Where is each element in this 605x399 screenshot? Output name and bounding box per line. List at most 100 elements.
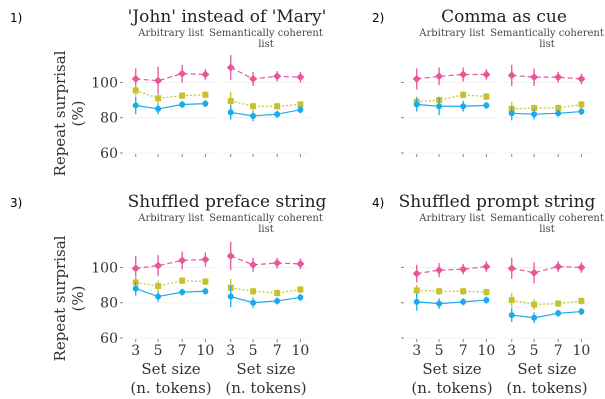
panel-title: 'John' instead of 'Mary' [128, 7, 327, 27]
y-axis-label: Repeat surprisal [51, 50, 69, 176]
data-point [483, 102, 490, 109]
data-point [555, 310, 562, 317]
y-tick-label: 60 [100, 331, 118, 347]
data-point [132, 87, 139, 94]
data-point [202, 100, 209, 107]
data-point [578, 101, 585, 108]
x-tick-label: 7 [554, 343, 563, 359]
data-point [577, 263, 586, 272]
subpanel-label: Arbitrary list [418, 28, 485, 39]
x-tick-label: 7 [273, 343, 282, 359]
data-point [296, 73, 305, 82]
data-point [132, 285, 139, 292]
data-point [436, 103, 443, 110]
x-tick-label: 5 [249, 343, 258, 359]
series-line [230, 66, 301, 80]
data-point [249, 260, 258, 269]
x-axis-label-unit: (n. tokens) [411, 379, 492, 397]
data-point [227, 97, 234, 104]
data-point [507, 71, 516, 80]
data-point [555, 105, 562, 112]
series-line [135, 280, 206, 287]
y-tick-label: 100 [91, 75, 118, 91]
data-point [250, 299, 257, 306]
data-point [531, 111, 538, 118]
subpanel-label: Semantically coherent [209, 28, 323, 39]
data-point [227, 293, 234, 300]
data-point [459, 265, 468, 274]
subpanel-label-cont: list [258, 39, 274, 50]
series-line [135, 288, 206, 298]
data-point [554, 73, 563, 82]
x-tick-label: 7 [178, 343, 187, 359]
data-point [412, 269, 421, 278]
x-axis-label-unit: (n. tokens) [506, 379, 587, 397]
data-point [179, 277, 186, 284]
subpanel-label: Arbitrary list [418, 213, 485, 224]
data-point [555, 300, 562, 307]
data-point [297, 101, 304, 108]
series-line [230, 100, 301, 107]
data-point [459, 70, 468, 79]
series-line [230, 287, 301, 294]
subpanel-arbitrary: Arbitrary list [128, 28, 214, 157]
data-point [578, 308, 585, 315]
data-point [482, 262, 491, 271]
panel-number: 2) [372, 11, 384, 25]
panel-title: Shuffled prompt string [399, 192, 596, 212]
series-line [511, 103, 582, 110]
y-tick-label: 100 [91, 260, 118, 276]
x-tick-label: 3 [131, 343, 140, 359]
data-point [273, 72, 282, 81]
data-point [483, 93, 490, 100]
data-point [274, 290, 281, 297]
data-point [155, 282, 162, 289]
subpanel-label-cont: list [539, 39, 555, 50]
data-point [296, 259, 305, 268]
subpanel-arbitrary: Arbitrary list [409, 28, 495, 157]
x-axis-label-unit: (n. tokens) [225, 379, 306, 397]
data-point [482, 70, 491, 79]
data-point [297, 106, 304, 113]
data-point [178, 69, 187, 78]
x-tick-label: 10 [477, 343, 495, 359]
subpanel-label: Semantically coherent [490, 28, 604, 39]
x-axis-label-unit: (n. tokens) [130, 379, 211, 397]
panel-3: 3) Shuffled preface string 60 80 100 Repeat s… [10, 192, 327, 397]
data-point [179, 289, 186, 296]
series-line [135, 89, 206, 99]
series-line [135, 258, 206, 269]
series-line [511, 110, 582, 115]
y-tick-label: 80 [100, 111, 118, 127]
data-point [413, 298, 420, 305]
data-point [250, 288, 257, 295]
x-tick-label: 10 [572, 343, 590, 359]
x-axis-label: Set size [422, 360, 481, 378]
x-tick-label: 3 [507, 343, 516, 359]
data-point [435, 72, 444, 81]
subpanel-label: Semantically coherent [209, 213, 323, 224]
y-axis-label: Repeat surprisal [51, 235, 69, 361]
data-point [179, 101, 186, 108]
panel-1: 1) 'John' instead of 'Mary' 60 80 100 Repeat … [10, 7, 326, 176]
data-point [435, 266, 444, 275]
series-line [416, 94, 487, 103]
data-point [297, 294, 304, 301]
data-point [530, 268, 539, 277]
data-point [436, 300, 443, 307]
subpanel-label: Arbitrary list [137, 213, 204, 224]
data-point [132, 102, 139, 109]
data-point [531, 105, 538, 112]
data-point [508, 297, 515, 304]
data-point [460, 91, 467, 98]
series-line [416, 103, 487, 107]
x-axis-label: Set size [141, 360, 200, 378]
data-point [131, 74, 140, 83]
data-point [413, 101, 420, 108]
